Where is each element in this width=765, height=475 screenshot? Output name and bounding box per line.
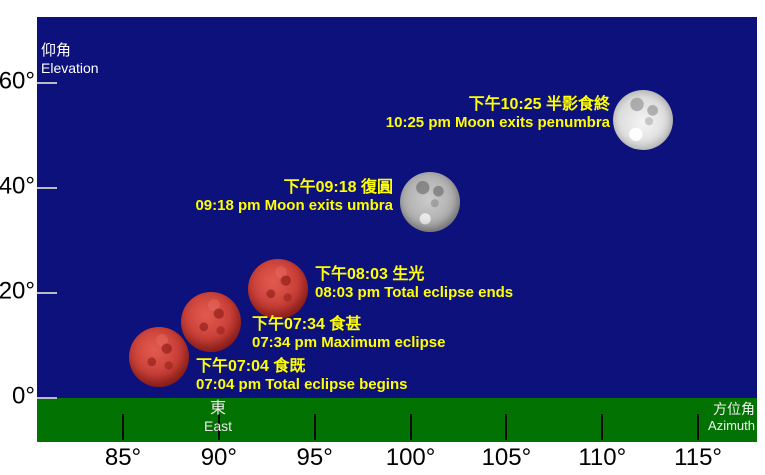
east-direction-label: 東 East — [204, 400, 232, 434]
x-tick-mark — [409, 414, 412, 440]
y-tick-mark — [37, 187, 57, 189]
annotation-line-zh: 下午09:18 復圓 — [283, 179, 393, 196]
y-tick-mark — [37, 292, 57, 294]
x-tick-label: 105° — [481, 444, 532, 471]
y-tick-mark — [37, 397, 57, 399]
moon-total-eclipse-ends — [248, 258, 309, 319]
y-tick-label: 0° — [12, 382, 35, 410]
x-axis-title: 方位角 Azimuth — [708, 401, 755, 433]
x-tick-mark — [505, 414, 508, 440]
east-label-en: East — [203, 418, 233, 434]
annotation-line-en: 07:34 pm Maximum eclipse — [252, 334, 446, 351]
x-tick-mark — [601, 414, 604, 440]
x-tick-label: 95° — [296, 444, 333, 471]
east-label-zh: 東 — [209, 400, 227, 417]
annotation-line-en: 09:18 pm Moon exits umbra — [195, 197, 393, 214]
moon-total-eclipse-begins — [129, 327, 190, 388]
x-tick-label: 115° — [674, 444, 723, 471]
annotation-total-eclipse-ends: 下午08:03 生光 08:03 pm Total eclipse ends — [315, 265, 513, 301]
x-tick-label: 100° — [385, 444, 436, 471]
x-tick-label: 85° — [104, 444, 142, 471]
y-tick-label: 60° — [0, 67, 35, 95]
annotation-line-zh: 下午07:04 食既 — [196, 358, 306, 375]
y-axis-title-zh: 仰角 — [41, 42, 72, 59]
annotation-line-zh: 下午08:03 生光 — [315, 266, 425, 283]
x-axis-title-en: Azimuth — [708, 418, 755, 433]
x-tick-label: 90° — [200, 444, 237, 471]
x-tick-label: 110° — [578, 444, 627, 471]
x-axis-title-zh: 方位角 — [713, 401, 755, 417]
x-tick-mark — [697, 414, 700, 440]
y-tick-mark — [37, 82, 57, 84]
moon-moon-exits-umbra — [399, 172, 460, 233]
annotation-line-en: 08:03 pm Total eclipse ends — [315, 284, 514, 301]
x-tick-mark — [217, 414, 220, 440]
y-tick-label: 40° — [0, 172, 35, 200]
annotation-total-eclipse-begins: 下午07:04 食既 07:04 pm Total eclipse begins — [196, 357, 407, 393]
annotation-line-en: 07:04 pm Total eclipse begins — [196, 376, 408, 393]
annotation-line-zh: 下午10:25 半影食終 — [468, 96, 610, 113]
x-tick-mark — [122, 414, 124, 440]
y-tick-label: 20° — [0, 277, 35, 305]
y-axis-title: 仰角 Elevation — [41, 42, 99, 76]
annotation-line-en: 10:25 pm Moon exits penumbra — [385, 114, 610, 131]
annotation-moon-exits-penumbra: 下午10:25 半影食終 10:25 pm Moon exits penumbra — [386, 95, 610, 131]
annotation-maximum-eclipse: 下午07:34 食甚 07:34 pm Maximum eclipse — [252, 315, 445, 351]
moon-maximum-eclipse — [181, 291, 242, 352]
annotation-moon-exits-umbra: 下午09:18 復圓 09:18 pm Moon exits umbra — [195, 178, 393, 214]
x-tick-mark — [313, 414, 316, 440]
moon-moon-exits-penumbra — [612, 90, 673, 151]
y-axis-title-en: Elevation — [41, 60, 99, 76]
ground-strip — [37, 398, 757, 442]
annotation-line-zh: 下午07:34 食甚 — [252, 316, 362, 333]
